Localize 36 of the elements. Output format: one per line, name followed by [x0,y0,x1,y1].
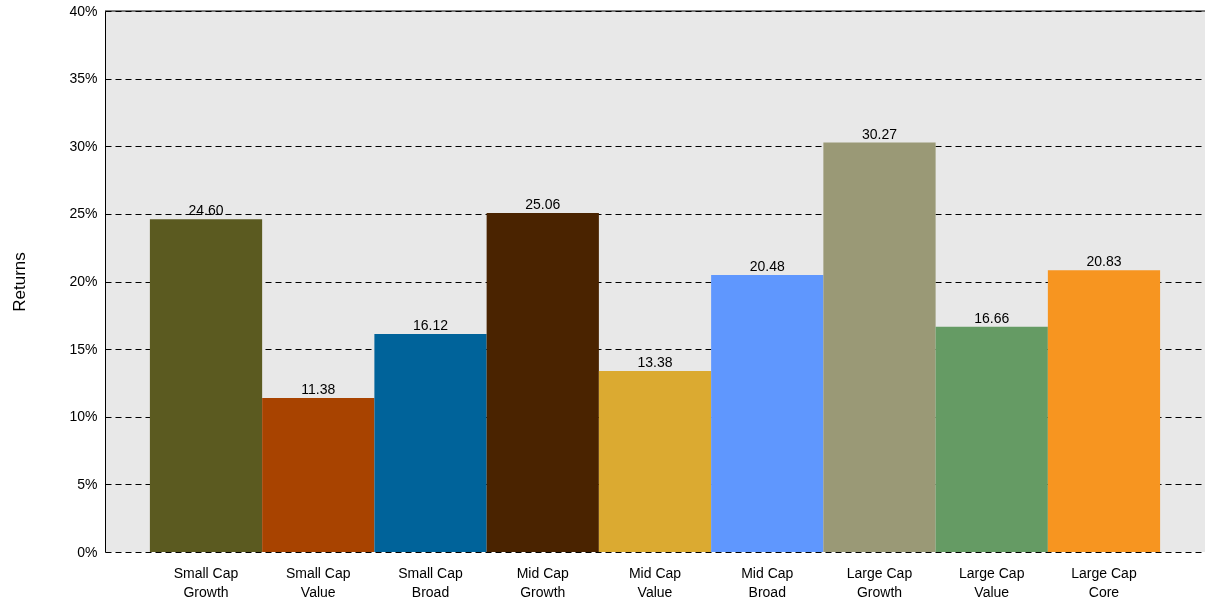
bar [598,371,712,552]
bar [149,219,263,552]
y-tick-label: 30% [69,137,98,154]
data-label: 30.27 [861,125,898,142]
bar [262,398,375,552]
data-label: 20.83 [1086,253,1122,270]
x-tick-label: Large Cap Core [1071,564,1137,600]
bar [1047,270,1161,552]
bar [711,275,824,552]
y-tick-label: 0% [77,543,98,560]
y-tick-label: 25% [69,205,98,222]
y-axis-title: Returns [10,252,30,312]
y-tick-label: 10% [69,408,98,425]
bar [823,142,936,552]
bar [935,326,1048,552]
bar [486,213,599,552]
y-tick-label: 35% [69,70,98,87]
data-label: 16.12 [412,316,449,333]
y-tick-label: 40% [69,2,98,19]
x-tick-label: Small Cap Broad [398,564,464,600]
x-tick-label: Mid Cap Broad [741,564,794,600]
x-tick-label: Mid Cap Growth [516,564,570,600]
data-label: 25.06 [525,196,561,213]
y-tick-label: 20% [69,273,98,289]
y-tick-label: 15% [69,340,98,357]
data-label: 20.48 [749,258,785,275]
data-label: 13.38 [637,354,673,371]
y-tick-label: 5% [77,475,98,492]
bar [374,333,487,552]
x-tick-label: Mid Cap Value [628,564,682,600]
x-tick-label: Small Cap Value [285,564,351,600]
data-label: 16.66 [974,309,1010,326]
x-tick-label: Large Cap Value [959,564,1025,600]
data-label: 11.38 [301,381,336,398]
x-tick-label: Small Cap Growth [173,564,239,600]
x-tick-label: Large Cap Growth [846,564,913,600]
